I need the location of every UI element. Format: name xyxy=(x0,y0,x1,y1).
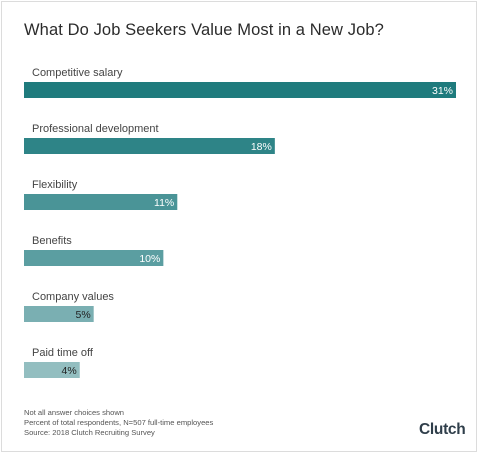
category-label: Company values xyxy=(32,291,114,303)
clutch-logo: Clutch xyxy=(419,421,466,438)
value-label: 18% xyxy=(251,141,272,153)
bar xyxy=(24,362,80,378)
category-label: Flexibility xyxy=(32,179,78,191)
bar xyxy=(24,306,94,322)
footnote-line: Source: 2018 Clutch Recruiting Survey xyxy=(24,428,155,437)
value-label: 4% xyxy=(62,365,77,377)
value-label: 31% xyxy=(432,85,453,97)
footnote-line: Not all answer choices shown xyxy=(24,408,125,417)
value-label: 10% xyxy=(139,253,160,265)
category-label: Benefits xyxy=(32,235,72,247)
category-label: Paid time off xyxy=(32,347,94,359)
value-label: 5% xyxy=(75,309,90,321)
footnote-line: Percent of total respondents, N=507 full… xyxy=(24,418,214,427)
category-label: Professional development xyxy=(32,123,159,135)
bar xyxy=(24,194,178,210)
chart-title: What Do Job Seekers Value Most in a New … xyxy=(24,21,384,39)
value-label: 11% xyxy=(154,197,174,209)
bar xyxy=(24,138,275,154)
category-label: Competitive salary xyxy=(32,67,123,79)
footnotes: Not all answer choices shown Percent of … xyxy=(24,408,213,438)
bar xyxy=(24,82,456,98)
bar xyxy=(24,250,164,266)
